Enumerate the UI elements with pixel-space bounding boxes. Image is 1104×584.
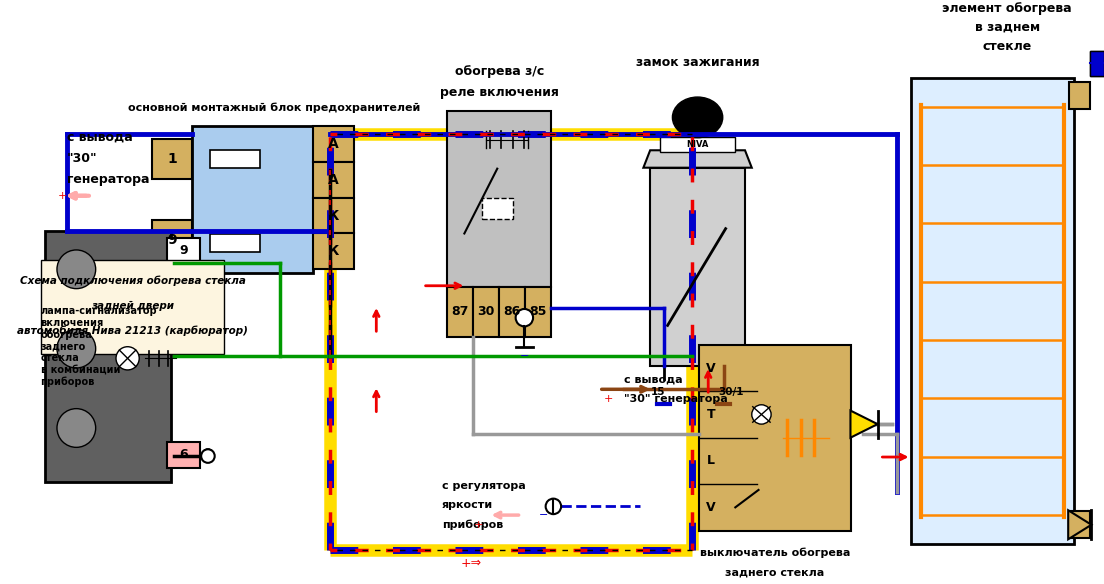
Text: V: V <box>707 361 715 374</box>
Text: +⇒: +⇒ <box>460 557 481 570</box>
Text: заднего стекла: заднего стекла <box>725 567 825 578</box>
FancyBboxPatch shape <box>699 345 851 531</box>
Circle shape <box>116 347 139 370</box>
Text: −: − <box>520 352 529 361</box>
Text: реле включения: реле включения <box>439 86 559 99</box>
FancyBboxPatch shape <box>1069 82 1091 109</box>
Text: А: А <box>328 173 339 187</box>
Text: L: L <box>708 454 715 467</box>
Text: А: А <box>328 137 339 151</box>
Circle shape <box>752 405 771 424</box>
Text: 1: 1 <box>167 152 177 166</box>
Text: "30" генератора: "30" генератора <box>624 394 728 404</box>
FancyBboxPatch shape <box>499 287 526 337</box>
FancyBboxPatch shape <box>314 198 354 234</box>
Text: Схема подключения обогрева стекла: Схема подключения обогрева стекла <box>20 276 245 286</box>
Circle shape <box>516 309 533 326</box>
Text: с регулятора: с регулятора <box>442 481 526 491</box>
FancyBboxPatch shape <box>481 198 512 219</box>
Text: 15: 15 <box>650 387 665 397</box>
Text: замок зажигания: замок зажигания <box>636 56 760 69</box>
Circle shape <box>57 250 96 288</box>
Text: 86: 86 <box>503 305 521 318</box>
Text: 85: 85 <box>530 305 548 318</box>
FancyBboxPatch shape <box>660 137 735 152</box>
FancyBboxPatch shape <box>314 162 354 198</box>
FancyBboxPatch shape <box>650 168 745 366</box>
Text: +: + <box>59 191 67 201</box>
Polygon shape <box>644 150 752 168</box>
Text: с вывода: с вывода <box>624 374 682 385</box>
FancyBboxPatch shape <box>45 231 171 482</box>
Text: яркости: яркости <box>442 500 493 510</box>
FancyBboxPatch shape <box>168 238 200 265</box>
FancyBboxPatch shape <box>151 220 192 260</box>
Circle shape <box>57 409 96 447</box>
FancyBboxPatch shape <box>210 234 261 252</box>
Text: К: К <box>328 208 339 223</box>
Text: 87: 87 <box>452 305 469 318</box>
FancyBboxPatch shape <box>314 126 354 162</box>
Text: V: V <box>707 501 715 514</box>
Text: в заднем: в заднем <box>975 21 1040 34</box>
Text: автомобиля Нива 21213 (карбюратор): автомобиля Нива 21213 (карбюратор) <box>17 326 248 336</box>
Text: основной монтажный блок предохранителей: основной монтажный блок предохранителей <box>128 102 421 113</box>
Text: 9: 9 <box>168 233 177 247</box>
Polygon shape <box>1069 510 1092 539</box>
FancyBboxPatch shape <box>1069 511 1091 538</box>
Text: NIVA: NIVA <box>687 140 709 149</box>
Text: задней двери: задней двери <box>91 301 174 311</box>
FancyBboxPatch shape <box>912 78 1074 544</box>
Circle shape <box>203 449 213 460</box>
FancyBboxPatch shape <box>41 260 224 354</box>
FancyBboxPatch shape <box>168 442 200 468</box>
Text: +: + <box>475 520 484 530</box>
Polygon shape <box>850 411 878 437</box>
Circle shape <box>201 449 214 463</box>
Text: стекле: стекле <box>983 40 1032 53</box>
Text: генератора: генератора <box>66 173 149 186</box>
Text: 30/1: 30/1 <box>719 387 744 397</box>
FancyBboxPatch shape <box>447 110 552 287</box>
Text: К: К <box>328 244 339 258</box>
FancyBboxPatch shape <box>526 287 552 337</box>
FancyBboxPatch shape <box>151 138 192 179</box>
Text: выключатель обогрева: выключатель обогрева <box>700 548 850 558</box>
Text: с вывода: с вывода <box>66 131 132 144</box>
Text: обогрева з/с: обогрева з/с <box>455 65 544 78</box>
FancyBboxPatch shape <box>447 287 474 337</box>
FancyBboxPatch shape <box>1091 51 1104 76</box>
FancyBboxPatch shape <box>474 287 499 337</box>
Text: −: − <box>539 510 549 520</box>
FancyBboxPatch shape <box>314 234 354 269</box>
Text: +: + <box>604 394 613 404</box>
Text: 6: 6 <box>180 448 188 461</box>
FancyBboxPatch shape <box>210 150 261 168</box>
Text: 9: 9 <box>180 245 188 258</box>
Circle shape <box>57 329 96 368</box>
Circle shape <box>545 499 561 514</box>
Text: лампа-сигнализатор
включения
обогрева
заднего
стекла
в комбинации
приборов: лампа-сигнализатор включения обогрева за… <box>41 307 157 387</box>
FancyBboxPatch shape <box>192 126 314 273</box>
Text: элемент обогрева: элемент обогрева <box>943 2 1072 15</box>
Text: T: T <box>707 408 715 421</box>
Text: приборов: приборов <box>442 520 503 530</box>
FancyBboxPatch shape <box>1091 51 1104 76</box>
Text: "30": "30" <box>66 152 97 165</box>
Ellipse shape <box>672 97 723 138</box>
Text: 30: 30 <box>477 305 495 318</box>
